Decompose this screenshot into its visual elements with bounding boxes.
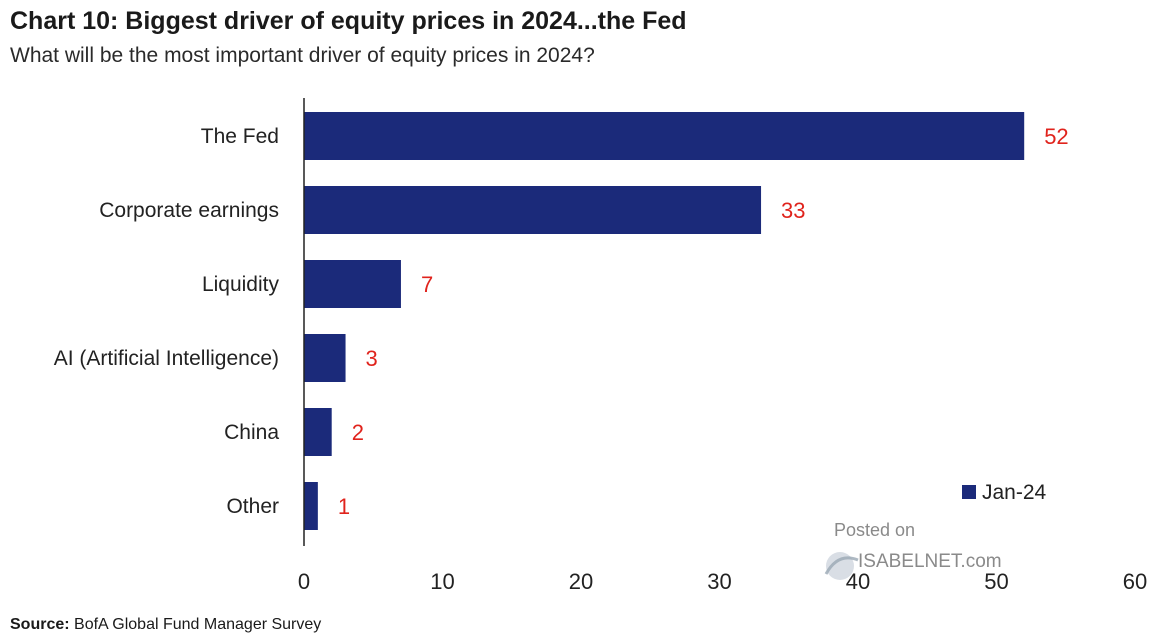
watermark-swoosh-icon xyxy=(824,556,859,575)
category-label: AI (Artificial Intelligence) xyxy=(54,347,279,370)
x-tick-label: 30 xyxy=(707,569,731,594)
bar xyxy=(304,186,762,234)
source-label: Source: xyxy=(10,616,70,633)
source-text: BofA Global Fund Manager Survey xyxy=(74,616,322,633)
category-label: Liquidity xyxy=(202,273,280,296)
value-labels-group: 52 33 7 3 2 1 xyxy=(338,124,1069,519)
value-label: 7 xyxy=(421,272,433,297)
watermark-line1: Posted on xyxy=(834,520,915,540)
chart-subtitle: What will be the most important driver o… xyxy=(10,44,595,67)
bar xyxy=(304,260,401,308)
category-label: The Fed xyxy=(201,125,279,148)
value-label: 1 xyxy=(338,494,350,519)
bar xyxy=(304,408,332,456)
bar xyxy=(304,334,346,382)
x-tick-label: 10 xyxy=(430,569,454,594)
bar xyxy=(304,482,318,530)
category-label: China xyxy=(224,421,279,444)
x-tick-label: 60 xyxy=(1123,569,1147,594)
value-label: 3 xyxy=(366,346,378,371)
bar xyxy=(304,112,1025,160)
chart-title: Chart 10: Biggest driver of equity price… xyxy=(10,7,687,35)
category-label: Corporate earnings xyxy=(99,199,279,222)
x-tick-label: 0 xyxy=(298,569,310,594)
watermark: Posted on ISABELNET.com xyxy=(824,520,1002,580)
source-note: Source: BofA Global Fund Manager Survey xyxy=(10,616,321,634)
x-tick-labels-group: 0 10 20 30 40 50 60 xyxy=(298,569,1147,594)
legend-label: Jan-24 xyxy=(982,481,1047,504)
category-labels-group: The Fed Corporate earnings Liquidity AI (Ar… xyxy=(54,125,280,518)
x-tick-label: 20 xyxy=(569,569,593,594)
bars-group xyxy=(304,112,1025,530)
watermark-line2: ISABELNET.com xyxy=(858,551,1002,572)
x-tick-label: 50 xyxy=(984,569,1008,594)
legend: Jan-24 xyxy=(962,481,1047,504)
category-label: Other xyxy=(226,495,279,518)
value-label: 2 xyxy=(352,420,364,445)
value-label: 33 xyxy=(781,198,805,223)
legend-swatch xyxy=(962,485,976,499)
value-label: 52 xyxy=(1044,124,1068,149)
